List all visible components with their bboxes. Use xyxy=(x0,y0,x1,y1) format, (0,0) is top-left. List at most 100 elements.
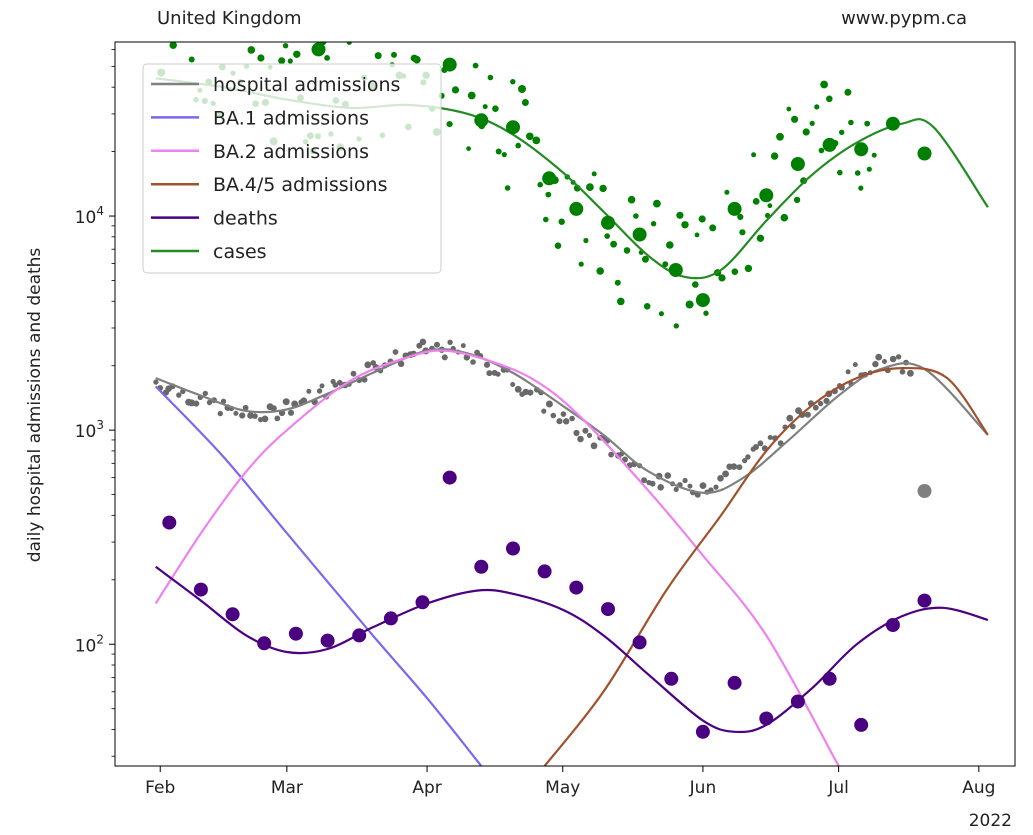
hospital-daily-point xyxy=(673,486,679,492)
hospital-daily-point xyxy=(812,404,819,411)
hospital-daily-point xyxy=(556,418,563,425)
y-tick-label-2: 102 xyxy=(75,632,104,656)
cases-weekly-point xyxy=(506,120,520,135)
cases-daily-point xyxy=(809,120,815,126)
cases-daily-point xyxy=(257,54,265,62)
cases-daily-point xyxy=(786,106,792,112)
cases-daily-point xyxy=(446,121,453,128)
deaths-weekly-point xyxy=(917,593,932,608)
cases-daily-point xyxy=(391,51,397,58)
hospital-daily-point xyxy=(176,392,182,398)
deaths-weekly-point xyxy=(569,580,584,595)
cases-weekly-point xyxy=(727,201,742,216)
hospital-daily-point xyxy=(247,412,254,419)
hospital-daily-point xyxy=(332,382,339,388)
hospital-daily-point xyxy=(261,415,269,423)
hospital-daily-point xyxy=(699,482,707,489)
hospital-daily-point xyxy=(875,353,883,361)
cases-weekly-point xyxy=(885,116,900,131)
cases-daily-point xyxy=(374,52,382,60)
hospital-daily-point xyxy=(510,382,516,387)
hospital-daily-point xyxy=(527,389,534,396)
weekly-points-layer xyxy=(162,42,932,739)
cases-daily-point xyxy=(800,177,808,185)
x-tick-label-may: May xyxy=(545,778,580,798)
hospital-daily-point xyxy=(460,343,466,349)
x-tick-label-feb: Feb xyxy=(145,778,175,798)
cases-weekly-point xyxy=(569,201,584,216)
hospital-daily-point xyxy=(582,427,589,434)
hospital-daily-point xyxy=(736,464,743,471)
hospital-daily-point xyxy=(233,410,239,416)
legend-label-deaths: deaths xyxy=(213,208,278,230)
cases-daily-point xyxy=(188,56,195,63)
hospital-daily-point xyxy=(586,432,593,438)
hospital-daily-point xyxy=(486,370,493,377)
cases-daily-point xyxy=(586,183,594,192)
cases-daily-point xyxy=(864,120,871,127)
cases-weekly-point xyxy=(790,157,805,171)
deaths-weekly-point xyxy=(885,618,900,632)
hospital-daily-point xyxy=(364,361,372,369)
cases-daily-point xyxy=(617,297,625,306)
deaths-weekly-point xyxy=(601,602,615,617)
hospital-daily-point xyxy=(872,360,879,368)
cases-daily-point xyxy=(278,57,286,65)
cases-daily-point xyxy=(826,95,833,103)
hospital-daily-point xyxy=(447,339,453,345)
hospital-daily-point xyxy=(717,475,724,482)
deaths-weekly-point xyxy=(383,611,398,626)
ba-4-5-admissions-line xyxy=(543,366,989,766)
deaths-weekly-point xyxy=(193,582,208,597)
deaths-weekly-point xyxy=(225,607,240,622)
hospital-daily-point xyxy=(757,440,764,447)
deaths-weekly-point xyxy=(320,633,335,648)
cases-daily-point xyxy=(510,79,516,85)
cases-daily-point xyxy=(515,142,521,149)
hospital-daily-point xyxy=(287,409,295,416)
hospital-daily-point xyxy=(495,371,501,377)
hospital-daily-point xyxy=(397,360,405,367)
cases-daily-point xyxy=(287,58,293,64)
hospital-daily-point xyxy=(541,408,547,414)
hospital-daily-point xyxy=(745,454,751,460)
x-axis-year-label: 2022 xyxy=(969,811,1012,831)
hospital-daily-point xyxy=(370,360,377,366)
hospital-daily-point xyxy=(217,410,223,417)
hospital-daily-point xyxy=(193,400,200,407)
cases-daily-point xyxy=(545,191,552,198)
cases-daily-point xyxy=(694,232,700,238)
cases-daily-point xyxy=(596,267,604,275)
hospital-daily-point xyxy=(657,484,664,491)
hospital-daily-point xyxy=(545,400,553,408)
cases-daily-point xyxy=(610,240,617,248)
cases-daily-point xyxy=(650,221,657,227)
cases-daily-point xyxy=(501,152,507,158)
deaths-weekly-point xyxy=(822,671,837,686)
x-tick-label-aug: Aug xyxy=(962,778,995,798)
cases-daily-point xyxy=(599,184,607,193)
cases-daily-point xyxy=(793,196,801,204)
legend-box xyxy=(142,63,442,274)
deaths-weekly-point xyxy=(442,470,457,485)
cases-daily-point xyxy=(752,198,760,205)
cases-daily-point xyxy=(591,171,597,177)
hospital-daily-point xyxy=(319,383,325,389)
hospital-daily-point xyxy=(483,361,491,368)
cases-daily-point xyxy=(718,274,726,282)
cases-daily-point xyxy=(482,104,488,110)
cases-daily-point xyxy=(662,261,669,268)
hospital-daily-point xyxy=(722,470,729,478)
hospital-daily-point xyxy=(767,435,773,440)
hospital-daily-point xyxy=(441,354,448,361)
hospital-daily-point xyxy=(641,477,648,484)
cases-daily-point xyxy=(543,216,549,223)
cases-daily-point xyxy=(731,268,739,276)
cases-weekly-point xyxy=(759,188,774,203)
hospital-daily-point xyxy=(560,411,567,417)
cases-daily-point xyxy=(495,148,502,155)
deaths-weekly-point xyxy=(632,635,647,650)
deaths-weekly-point xyxy=(695,724,710,739)
cases-weekly-point xyxy=(917,146,932,161)
